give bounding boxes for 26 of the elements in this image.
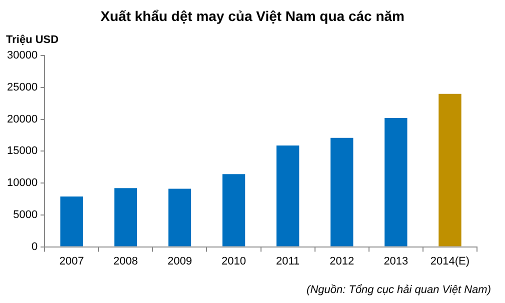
bar bbox=[60, 196, 83, 246]
y-tick-label: 0 bbox=[31, 240, 38, 253]
bar bbox=[222, 174, 246, 246]
y-tick-label: 30000 bbox=[6, 50, 38, 62]
chart-title: Xuất khẩu dệt may của Việt Nam qua các năm bbox=[100, 8, 406, 24]
x-tick-label: 2009 bbox=[167, 255, 192, 268]
y-tick-label: 5000 bbox=[13, 208, 38, 221]
bar bbox=[168, 188, 192, 246]
bar bbox=[330, 138, 354, 246]
y-tick-label: 25000 bbox=[6, 82, 38, 94]
bar bbox=[384, 118, 408, 246]
bar bbox=[276, 145, 300, 246]
bar bbox=[114, 188, 138, 246]
text: (Nguồn: Tổng cục hải quan Việt Nam) bbox=[306, 284, 491, 296]
x-tick-label: 2012 bbox=[330, 255, 354, 268]
bar bbox=[438, 94, 462, 246]
x-tick-label: 2010 bbox=[222, 255, 246, 268]
y-axis-title: Triệu USD bbox=[6, 34, 59, 46]
x-tick-label: 2014(E) bbox=[430, 255, 470, 268]
x-tick-label: 2013 bbox=[384, 255, 408, 268]
x-tick-label: 2008 bbox=[113, 255, 138, 268]
y-tick-label: 10000 bbox=[6, 177, 38, 190]
y-tick-label: 20000 bbox=[6, 113, 38, 126]
x-tick-label: 2007 bbox=[59, 255, 84, 268]
x-tick-label: 2011 bbox=[276, 255, 300, 268]
y-tick-label: 15000 bbox=[6, 145, 38, 158]
